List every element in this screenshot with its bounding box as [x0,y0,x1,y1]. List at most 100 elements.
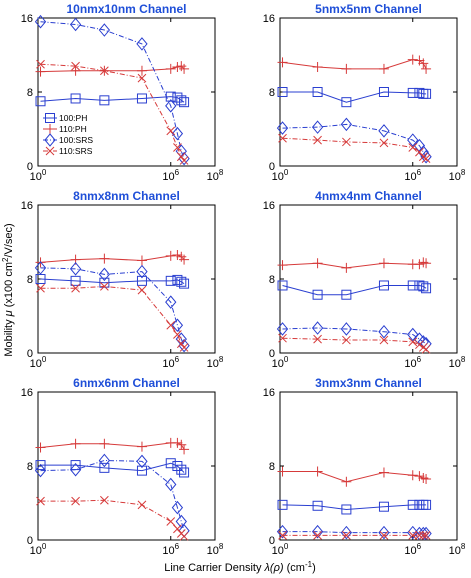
data-point [311,524,324,539]
legend-entry: 110:PH [43,124,87,134]
series-110-srs [36,282,189,352]
data-point [172,62,183,73]
data-point [99,277,110,288]
series-100-srs [276,117,432,164]
x-tick-label: 100 [30,168,47,183]
y-tick-label: 0 [27,348,33,360]
x-tick-label: 108 [207,168,224,183]
data-point [340,117,353,132]
series-line [282,531,427,535]
data-point [35,66,46,77]
data-point [418,257,429,268]
data-point [415,531,424,540]
series-line [282,261,427,269]
data-point [415,340,424,350]
data-point [70,438,81,449]
data-point [342,137,351,147]
y-tick-label: 8 [27,87,33,99]
legend-entry: 100:SRS [43,133,93,147]
x-tick-label: 100 [272,168,289,183]
x-tick-label: 106 [404,542,421,557]
data-point [136,441,147,452]
series-line [282,59,427,70]
panel-title: 6nmx6nm Channel [73,376,180,390]
series-110-srs [278,333,431,354]
y-tick-label: 16 [263,200,275,212]
y-tick-label: 8 [27,274,33,286]
data-point [165,477,177,492]
data-point [70,65,81,76]
series-110-srs [36,59,189,165]
legend-marker [45,124,55,134]
series-100-ph [35,91,190,108]
data-point [136,65,147,76]
x-tick-label: 106 [162,355,179,370]
data-point [137,285,147,295]
y-tick-label: 0 [269,535,275,547]
data-point [421,344,431,354]
series-110-ph [35,61,190,77]
data-point [137,73,147,83]
data-point [176,61,187,72]
series-line [40,278,185,285]
panel-5: 6nmx6nm Channel 0 8 16 100 106 108 [21,376,224,557]
legend-entry: 110:SRS [43,146,93,156]
plot-frame [279,391,458,541]
data-point [414,87,425,98]
series-line [40,459,185,531]
data-point [136,465,147,476]
data-point [378,124,390,138]
data-point [421,473,432,484]
data-point [277,87,288,97]
data-point [99,253,110,264]
data-point [408,531,418,540]
panel-4: 4nmx4nm Channel 0 8 16 100 106 108 [263,189,466,370]
x-tick-label: 108 [449,355,466,370]
series-line [40,96,185,103]
series-line [40,254,185,263]
data-point [179,467,190,478]
data-point [176,251,187,262]
x-tick-label: 106 [404,355,421,370]
data-point [313,135,322,145]
y-tick-label: 8 [269,87,275,99]
data-point [378,63,389,74]
legend-marker [44,133,56,147]
data-point [418,58,429,69]
data-point [313,531,322,540]
data-point [100,495,109,505]
legend-label: 110:PH [59,124,87,134]
plot-frame [37,391,216,541]
data-point [34,261,47,275]
data-point [173,330,182,339]
series-line [40,65,185,73]
data-point [98,453,111,468]
data-point [176,464,187,475]
data-point [179,278,190,289]
series-110-ph [277,466,432,487]
data-point [341,97,352,108]
data-point [408,143,418,152]
x-tick-label: 106 [162,542,179,557]
x-axis-label: Line Carrier Density λ(ρ) (cm-1) [164,560,316,574]
data-point [312,466,323,477]
data-point [136,37,148,51]
data-point [136,264,148,279]
legend-marker [45,146,55,156]
data-point [70,275,81,286]
series-line [282,91,427,103]
data-point [35,96,46,107]
data-point [99,462,110,473]
x-tick-label: 100 [30,355,47,370]
panel-title: 10nmx10nm Channel [66,2,186,16]
data-point [312,258,323,269]
data-point [70,93,81,104]
data-point [421,499,432,510]
data-point [179,444,190,455]
data-point [176,439,187,450]
data-point [379,335,389,345]
x-tick-label: 108 [449,542,466,557]
series-100-ph [35,458,190,478]
data-point [179,254,190,265]
